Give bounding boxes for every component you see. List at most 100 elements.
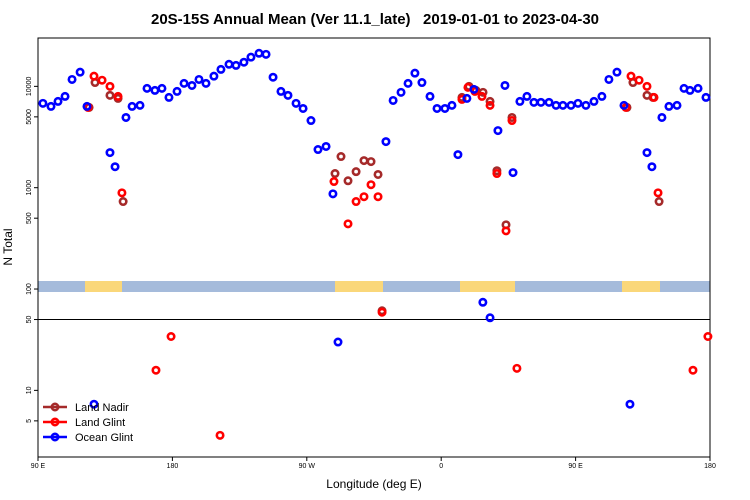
point <box>117 188 127 198</box>
point <box>46 101 56 111</box>
point <box>373 192 383 202</box>
point <box>373 169 383 179</box>
point <box>634 75 644 85</box>
point <box>515 96 525 106</box>
point <box>501 226 511 236</box>
point <box>291 98 301 108</box>
point <box>366 180 376 190</box>
point <box>351 167 361 177</box>
point <box>589 96 599 106</box>
surface-strip <box>38 281 710 292</box>
point <box>425 91 435 101</box>
point <box>179 78 189 88</box>
point <box>403 78 413 88</box>
point <box>597 91 607 101</box>
point <box>157 83 167 93</box>
point <box>306 116 316 126</box>
point <box>333 337 343 347</box>
y-tick-label: 50 <box>26 316 33 324</box>
point <box>647 162 657 172</box>
point <box>166 332 176 342</box>
land-strip <box>460 281 515 292</box>
point <box>164 92 174 102</box>
point <box>485 96 495 106</box>
y-tick-label: 5 <box>26 419 33 423</box>
point <box>649 92 659 102</box>
point <box>653 188 663 198</box>
point <box>351 197 361 207</box>
point <box>558 100 568 110</box>
point <box>619 100 629 110</box>
y-tick-label: 10 <box>26 386 33 394</box>
y-tick-label: 5000 <box>26 109 33 125</box>
point <box>701 92 711 102</box>
legend-marker <box>50 402 60 412</box>
x-tick-label: 180 <box>167 463 179 470</box>
point <box>216 64 226 74</box>
legend-marker <box>50 432 60 442</box>
point <box>209 71 219 81</box>
point <box>60 91 70 101</box>
point <box>381 137 391 147</box>
series <box>83 71 713 440</box>
point <box>121 112 131 122</box>
land-strip <box>335 281 383 292</box>
point <box>82 101 92 111</box>
chart-title: 20S-15S Annual Mean (Ver 11.1_late) 2019… <box>151 11 599 28</box>
legend-marker <box>50 417 60 427</box>
x-tick-label: 90 E <box>31 463 46 470</box>
point <box>377 307 387 317</box>
point <box>478 87 488 97</box>
point <box>150 85 160 95</box>
point <box>417 78 427 88</box>
point <box>604 74 614 84</box>
point <box>329 177 339 187</box>
point <box>477 91 487 101</box>
point <box>492 169 502 179</box>
point <box>276 86 286 96</box>
y-tick-label: 100 <box>26 283 33 295</box>
point <box>544 97 554 107</box>
point <box>573 98 583 108</box>
y-tick-label: 10000 <box>26 77 33 97</box>
point <box>512 363 522 373</box>
point <box>215 430 225 440</box>
point <box>388 95 398 105</box>
point <box>321 141 331 151</box>
point <box>246 52 256 62</box>
point <box>612 67 622 77</box>
point <box>529 97 539 107</box>
point <box>625 399 635 409</box>
point <box>672 100 682 110</box>
point <box>685 85 695 95</box>
point <box>396 87 406 97</box>
plot-frame <box>37 37 711 458</box>
point <box>336 152 346 162</box>
point <box>688 365 698 375</box>
point <box>105 90 115 100</box>
point <box>581 100 591 110</box>
point <box>566 100 576 110</box>
legend-label: Ocean Glint <box>75 432 133 444</box>
point <box>551 100 561 110</box>
point <box>359 156 369 166</box>
point <box>254 48 264 58</box>
point <box>693 83 703 93</box>
point <box>313 145 323 155</box>
point <box>328 189 338 199</box>
point <box>703 332 713 342</box>
point <box>447 100 457 110</box>
point <box>127 101 137 111</box>
point <box>654 197 664 207</box>
point <box>478 297 488 307</box>
point <box>522 91 532 101</box>
point <box>283 90 293 100</box>
point <box>67 74 77 84</box>
x-tick-label: 180 <box>704 463 716 470</box>
point <box>268 72 278 82</box>
point <box>343 219 353 229</box>
point <box>142 83 152 93</box>
point <box>626 71 636 81</box>
point <box>239 57 249 67</box>
